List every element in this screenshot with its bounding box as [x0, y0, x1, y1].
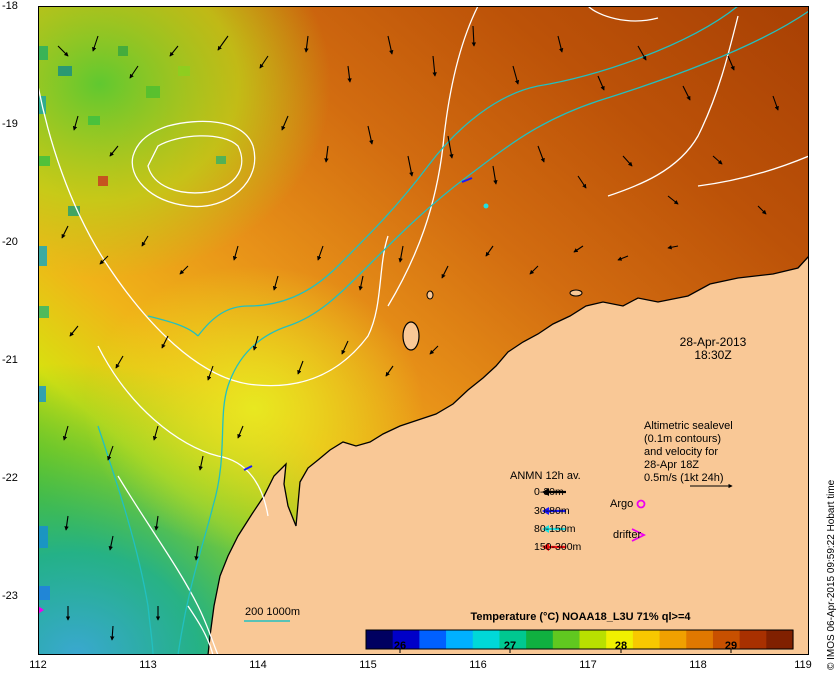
time-text: 18:30Z [694, 348, 732, 362]
map-frame [38, 6, 809, 655]
colorbar-title: Temperature (°C) NOAA18_L3U 71% ql>=4 [470, 611, 691, 623]
colorbar-tick-label: 26 [393, 640, 407, 652]
y-tick-label: -21 [2, 354, 18, 366]
anmn-legend-arrows [542, 488, 566, 551]
colorbar-swatch [446, 630, 474, 649]
colorbar-swatch [366, 630, 394, 649]
colorbar-frame [365, 629, 794, 650]
altimetry-line: Altimetric sealevel [644, 420, 733, 432]
altimetry-line: 28-Apr 18Z [644, 459, 700, 471]
x-tick-label: 116 [469, 659, 487, 671]
colorbar-swatch [499, 630, 527, 649]
colorbar-swatch [686, 630, 714, 649]
colorbar-swatch [739, 630, 767, 649]
sealevel-contours [38, 6, 809, 655]
altimetry-line: 0.5m/s (1kt 24h) [644, 472, 724, 484]
anmn-legend-label: 30-80m [534, 505, 570, 517]
colorbar-swatch [526, 630, 554, 649]
anmn-mooring-arrows [243, 177, 473, 471]
anmn-legend-label: 150-300m [534, 541, 582, 553]
isobath-legend-label: 200 1000m [245, 606, 301, 618]
mooring-marker [483, 203, 489, 209]
altimetry-line: and velocity for [644, 446, 718, 458]
x-tick-label: 119 [794, 659, 812, 671]
colorbar-swatch [632, 630, 661, 649]
island [402, 321, 420, 351]
isobaths [97, 6, 809, 655]
argo-label: Argo [610, 498, 634, 510]
colorbar-swatch [392, 630, 420, 649]
drifter-marker [38, 606, 44, 614]
date-stamp: 28-Apr-2013 18:30Z [678, 336, 748, 362]
colorbar-swatch [552, 630, 581, 649]
colorbar-swatch [606, 630, 634, 649]
colorbar-swatch [766, 630, 794, 649]
y-tick-label: -22 [2, 472, 18, 484]
argo-icon [636, 499, 646, 509]
map-canvas [38, 6, 809, 655]
colorbar-swatch [472, 630, 501, 649]
x-tick-label: 113 [139, 659, 157, 671]
y-tick-label: -20 [2, 236, 18, 248]
colorbar-tick-label: 28 [614, 640, 628, 652]
anmn-legend-label: 0-30m [534, 486, 564, 498]
colorbar [366, 630, 794, 649]
colorbar-swatch [419, 630, 447, 649]
colorbar-swatch [659, 630, 687, 649]
sst-map[interactable]: 28-Apr-2013 18:30Z Altimetric sealevel (… [38, 6, 809, 655]
y-tick-label: -19 [2, 118, 18, 130]
y-tick-label: -18 [2, 0, 18, 12]
altimetry-line: (0.1m contours) [644, 433, 722, 445]
x-tick-label: 114 [249, 659, 267, 671]
altimetry-note: Altimetric sealevel (0.1m contours) and … [644, 420, 733, 485]
colorbar-ticks [399, 649, 732, 653]
velocity-arrows [57, 25, 779, 641]
land [207, 255, 809, 655]
x-tick-label: 115 [359, 659, 377, 671]
anmn-legend-title: ANMN 12h av. [510, 470, 581, 482]
x-tick-label: 112 [29, 659, 47, 671]
colorbar-tick-label: 27 [503, 640, 517, 652]
date-text: 28-Apr-2013 [679, 335, 747, 349]
x-tick-label: 117 [579, 659, 597, 671]
colorbar-swatch [712, 630, 741, 649]
colorbar-swatch [579, 630, 607, 649]
anmn-legend-label: 80-150m [534, 523, 576, 535]
island [569, 289, 583, 297]
x-tick-label: 118 [689, 659, 707, 671]
drifter-icon [631, 528, 647, 542]
y-tick-label: -23 [2, 590, 18, 602]
island [426, 290, 434, 300]
drifter-label: drifter [613, 529, 642, 541]
colorbar-tick-label: 29 [724, 640, 738, 652]
credit-stamp: © IMOS 06-Apr-2015 09:59:22 Hobart time [826, 479, 837, 670]
